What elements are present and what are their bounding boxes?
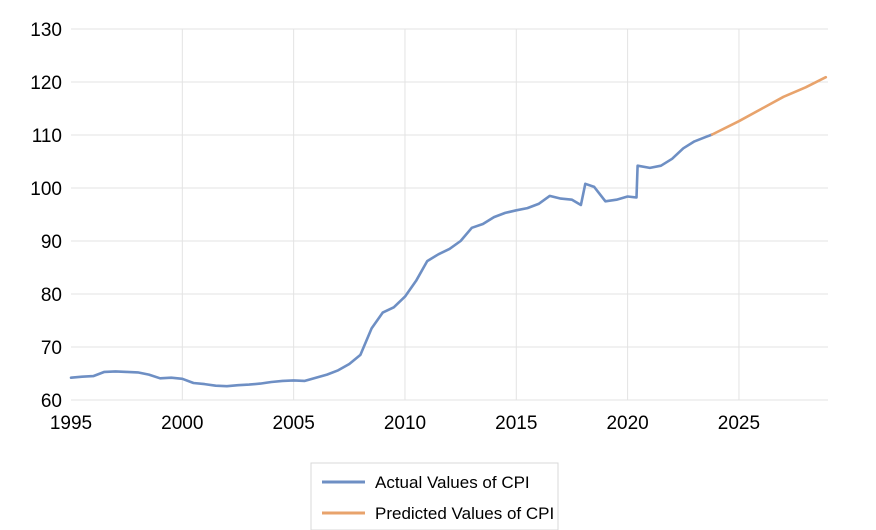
x-tick-label-2025: 2025 bbox=[718, 413, 760, 434]
legend: Actual Values of CPI Predicted Values of… bbox=[310, 462, 559, 530]
x-tick-label-2020: 2020 bbox=[606, 413, 648, 434]
legend-box bbox=[310, 462, 559, 530]
x-tick-label-1995: 1995 bbox=[50, 413, 92, 434]
series-line-predicted bbox=[710, 75, 828, 136]
y-tick-label-130: 130 bbox=[30, 20, 62, 41]
x-tick-label-2010: 2010 bbox=[384, 413, 426, 434]
legend-label-predicted: Predicted Values of CPI bbox=[375, 504, 554, 523]
gridlines bbox=[71, 28, 828, 401]
y-tick-label-80: 80 bbox=[41, 285, 62, 306]
series-line-actual bbox=[69, 133, 714, 388]
x-tick-label-2015: 2015 bbox=[495, 413, 537, 434]
y-tick-label-90: 90 bbox=[41, 232, 62, 253]
x-tick-label-2000: 2000 bbox=[161, 413, 203, 434]
y-tick-label-100: 100 bbox=[30, 179, 62, 200]
y-tick-label-120: 120 bbox=[30, 73, 62, 94]
y-tick-label-70: 70 bbox=[41, 338, 62, 359]
series-lines bbox=[69, 75, 828, 388]
y-tick-label-110: 110 bbox=[32, 126, 62, 147]
x-axis-tick-labels: 1995 2000 2005 2010 2015 2020 2025 bbox=[50, 413, 760, 434]
x-tick-label-2005: 2005 bbox=[273, 413, 315, 434]
legend-label-actual: Actual Values of CPI bbox=[375, 473, 530, 492]
y-tick-label-60: 60 bbox=[41, 391, 62, 412]
y-axis-tick-labels: 60 70 80 90 100 110 120 130 bbox=[30, 20, 62, 412]
